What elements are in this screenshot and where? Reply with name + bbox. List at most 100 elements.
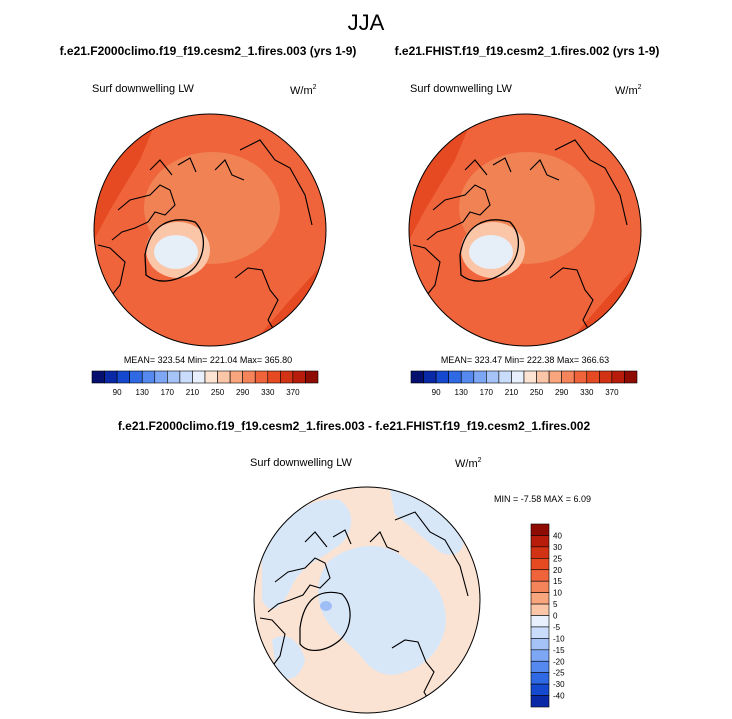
colorbar-tick-label: 130: [136, 388, 150, 397]
colorbar-tick-label: 250: [211, 388, 225, 397]
colorbar-tick-label: 40: [553, 531, 562, 540]
colorbar-tick-label: 10: [553, 589, 562, 598]
panel-test: f.e21.FHIST.f19_f19.cesm2_1.fires.002 (y…: [395, 44, 660, 397]
colorbar-box: [129, 370, 143, 384]
colorbar-tick-label: -20: [553, 657, 565, 666]
colorbar-box: [305, 370, 319, 384]
colorbar-tick-label: 30: [553, 543, 562, 552]
colorbar-box: [423, 370, 437, 384]
map-border: [93, 113, 327, 347]
units-label: W/m: [615, 85, 638, 97]
coastline: [259, 511, 469, 713]
colorbar-box: [460, 370, 475, 384]
colorbar-tick-label: 370: [605, 388, 619, 397]
map-border: [408, 113, 642, 347]
colorbar-box: [410, 370, 424, 384]
colorbar-tick-label: 130: [455, 388, 469, 397]
panel-test-stats: MEAN= 323.47 Min= 222.38 Max= 366.63: [441, 355, 609, 365]
colorbar-box: [530, 660, 550, 673]
panel-test-map: [409, 114, 641, 346]
colorbar-box: [548, 370, 562, 384]
colorbar-box: [292, 370, 306, 384]
coastline: [459, 219, 519, 282]
colorbar-tick-label: -15: [553, 646, 565, 655]
colorbar-box: [599, 370, 613, 384]
colorbar-box: [486, 370, 500, 384]
colorbar-box: [254, 370, 269, 384]
colorbar-box: [536, 370, 550, 384]
negative-anomaly-region: [318, 545, 446, 675]
coastline: [144, 219, 204, 282]
colorbar-box: [530, 695, 550, 708]
colorbar-tick-label: 170: [161, 388, 175, 397]
colorbar-box: [229, 370, 243, 384]
coastline: [412, 139, 628, 341]
colorbar-box: [530, 535, 550, 548]
colorbar-box: [104, 370, 118, 384]
colorbar-tick-label: 20: [553, 566, 562, 575]
colorbar-box: [573, 370, 588, 384]
colorbar-box: [511, 370, 525, 384]
colorbar-box: [530, 615, 550, 628]
colorbar-box: [91, 370, 105, 384]
colorbar-box: [141, 370, 156, 384]
colorbar-box: [523, 370, 537, 384]
colorbar-tick-label: -10: [553, 634, 565, 643]
panel-control-colorbar: 90 130 170 210 250 290 330 370: [91, 370, 319, 397]
colorbar-tick-label: 210: [186, 388, 200, 397]
colorbar-box: [280, 370, 294, 384]
colorbar-box: [624, 370, 638, 384]
colorbar-tick-label: 330: [261, 388, 275, 397]
colorbar-tick-label: 290: [236, 388, 250, 397]
panel-difference-variable: Surf downwelling LW: [250, 457, 353, 469]
colorbar-box: [435, 370, 449, 384]
panel-control-stats: MEAN= 323.54 Min= 221.04 Max= 365.80: [124, 355, 292, 365]
colorbar-box: [530, 523, 550, 536]
colorbar-box: [530, 592, 550, 605]
colorbar-tick-label: 170: [480, 388, 494, 397]
coastline: [299, 591, 351, 651]
units-exponent: 2: [478, 457, 482, 464]
panel-control-variable: Surf downwelling LW: [92, 83, 195, 95]
colorbar-tick-label: 330: [580, 388, 594, 397]
panel-control-title: f.e21.F2000climo.f19_f19.cesm2_1.fires.0…: [60, 44, 357, 58]
coastline: [97, 139, 313, 341]
page-title: JJA: [348, 10, 385, 35]
panel-control: f.e21.F2000climo.f19_f19.cesm2_1.fires.0…: [60, 44, 357, 397]
panel-test-title: f.e21.FHIST.f19_f19.cesm2_1.fires.002 (y…: [395, 44, 660, 58]
negative-anomaly-core: [320, 601, 332, 611]
colorbar-tick-label: -5: [553, 623, 561, 632]
colorbar-tick-label: 0: [553, 612, 558, 621]
colorbar-box: [530, 626, 550, 639]
colorbar-box: [530, 638, 550, 651]
colorbar-box: [530, 558, 550, 571]
panel-test-units: W/m2: [615, 84, 642, 97]
colorbar-box: [154, 370, 168, 384]
colorbar-tick-label: 290: [555, 388, 569, 397]
colorbar-tick-label: 25: [553, 554, 562, 563]
colorbar-box: [586, 370, 600, 384]
colorbar-box: [179, 370, 193, 384]
panel-difference-units: W/m2: [455, 457, 482, 470]
colorbar-box: [448, 370, 462, 384]
units-exponent: 2: [313, 84, 317, 91]
panel-control-units: W/m2: [290, 84, 317, 97]
panel-difference-stats: MIN = -7.58 MAX = 6.09: [494, 494, 591, 504]
colorbar-box: [217, 370, 231, 384]
colorbar-box: [561, 370, 575, 384]
colorbar-box: [192, 370, 206, 384]
panel-difference-colorbar: 40 30 25 20 15 10 5 0 -5 -10 -15 -20 -25 -30 -40: [530, 523, 565, 708]
colorbar-box: [167, 370, 181, 384]
colorbar-box: [530, 569, 550, 582]
colorbar-box: [530, 603, 550, 616]
greenland-core: [154, 235, 198, 269]
panel-difference-title: f.e21.F2000climo.f19_f19.cesm2_1.fires.0…: [118, 419, 591, 433]
colorbar-tick-label: 250: [530, 388, 544, 397]
colorbar-box: [530, 649, 550, 662]
colorbar-box: [530, 672, 550, 685]
colorbar-box: [530, 580, 550, 593]
colorbar-tick-label: 90: [432, 388, 441, 397]
colorbar-box: [267, 370, 281, 384]
colorbar-box: [611, 370, 625, 384]
